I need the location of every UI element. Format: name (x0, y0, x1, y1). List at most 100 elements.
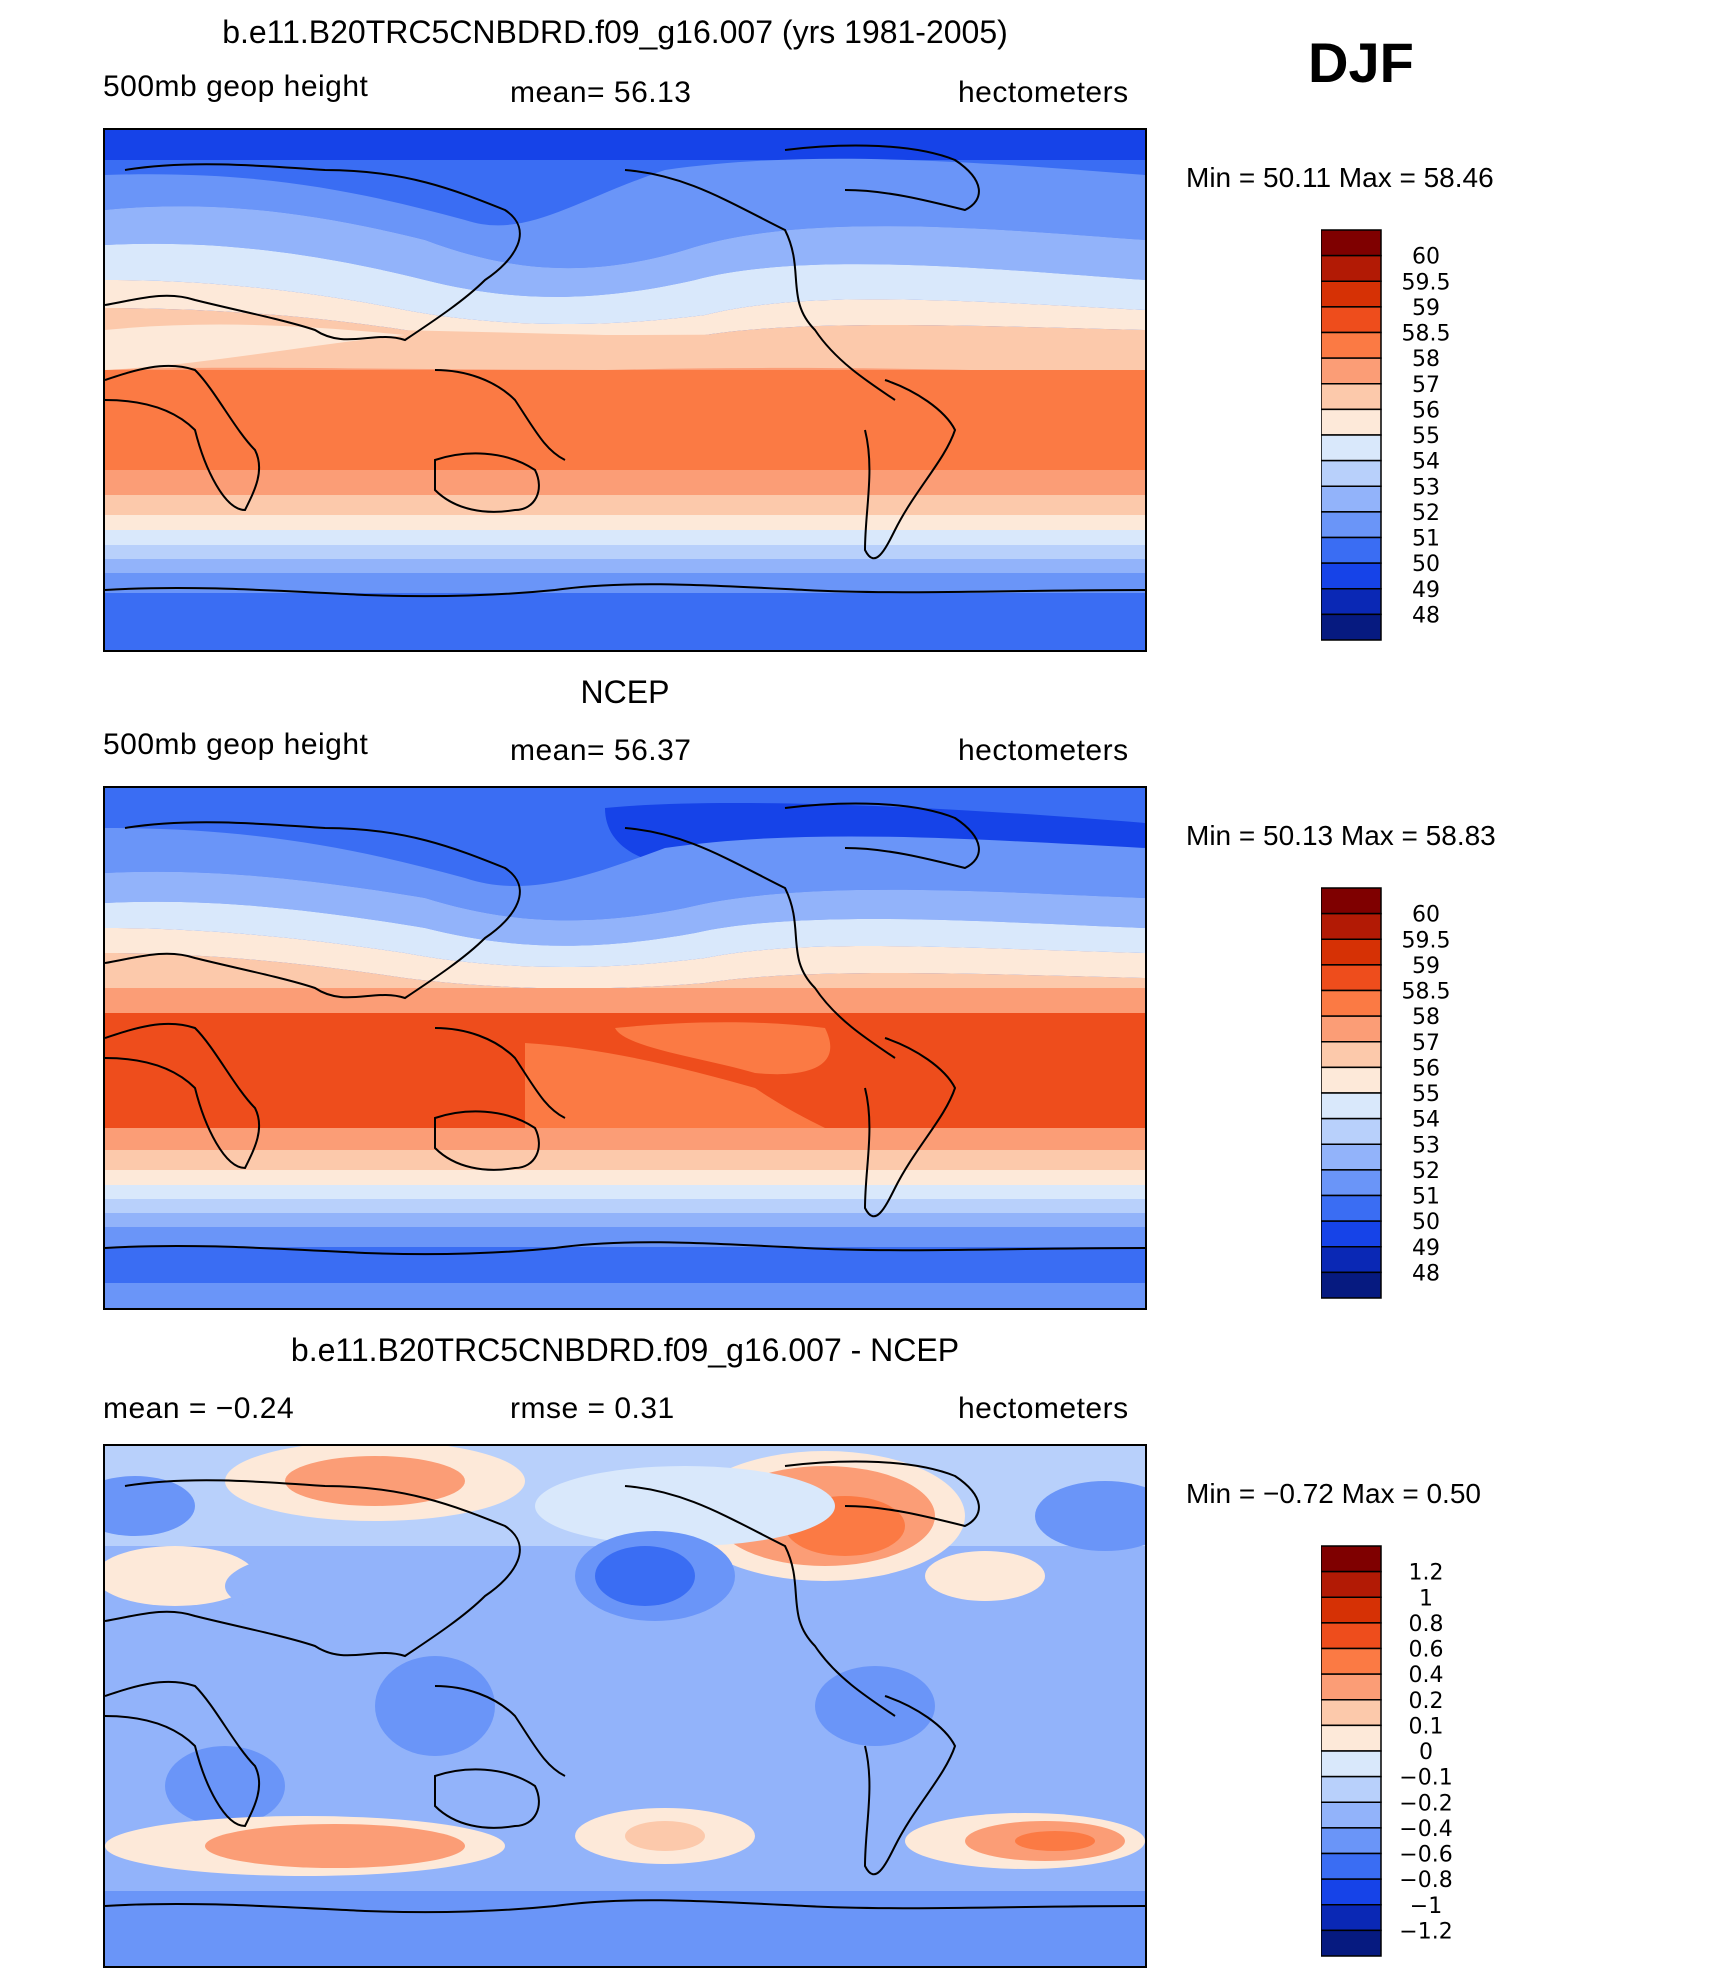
panel-1-band-s7 (105, 573, 1145, 593)
panel-1-band-s3 (105, 515, 1145, 530)
colorbar-1-swatch-11 (1321, 511, 1382, 539)
colorbar-3-label-13: −1 (1410, 1894, 1442, 1919)
panel-1-map (103, 128, 1147, 652)
colorbar-1-swatch-7 (1321, 408, 1382, 436)
panel-1-band-s8 (105, 593, 1145, 650)
panel-2-min-max: Min = 50.13 Max = 58.83 (1186, 820, 1496, 851)
panel-3-left-label: mean = −0.24 (103, 1392, 295, 1425)
panel-3-center-label: rmse = 0.31 (510, 1392, 675, 1425)
panel-1-min-max: Min = 50.11 Max = 58.46 (1186, 162, 1494, 193)
colorbar-1-swatch-6 (1321, 383, 1382, 411)
colorbar-3-swatch-3 (1321, 1622, 1382, 1650)
colorbar-2-swatch-13 (1321, 1220, 1382, 1248)
panel-2-band-epac-a (615, 1022, 831, 1075)
colorbar-1-swatch-8 (1321, 434, 1382, 462)
panel-1-band-north-pole (105, 130, 1145, 160)
colorbar-2-label-14: 48 (1412, 1261, 1440, 1286)
panel-1-band-s2 (105, 495, 1145, 515)
colorbar-3-swatch-7 (1321, 1724, 1382, 1752)
colorbar-1-label-6: 56 (1412, 398, 1440, 423)
colorbar-1-label-4: 58 (1412, 347, 1440, 372)
colorbar-1-label-14: 48 (1412, 603, 1440, 628)
colorbar-1-swatch-14 (1321, 588, 1382, 616)
colorbar-2-label-3: 58.5 (1402, 980, 1451, 1005)
colorbar-2-label-8: 54 (1412, 1108, 1440, 1133)
colorbar-2-label-6: 56 (1412, 1056, 1440, 1081)
panel-2-band-s3 (105, 1170, 1145, 1185)
panel-3-blob-asia-c (225, 1546, 525, 1626)
colorbar-1-label-8: 54 (1412, 450, 1440, 475)
panel-3-blob-nw (535, 1466, 835, 1546)
panel-1-band-n1 (105, 158, 1145, 269)
panel-2-band-n2 (105, 871, 1145, 946)
panel-2-title: NCEP (580, 674, 670, 710)
panel-3-map (103, 1444, 1147, 1968)
colorbar-1-label-3: 58.5 (1402, 322, 1451, 347)
colorbar-1-label-13: 49 (1412, 578, 1440, 603)
colorbar-3-swatch-1 (1321, 1570, 1382, 1598)
panel-2-coastlines (105, 802, 1145, 1256)
colorbar-3-swatch-6 (1321, 1699, 1382, 1727)
colorbar-3-label-0: 1.2 (1409, 1561, 1444, 1586)
colorbar-3-swatch-14 (1321, 1904, 1382, 1932)
panel-1-band-n3 (105, 243, 1145, 325)
colorbar-1-swatch-1 (1321, 254, 1382, 282)
panel-1-coastlines (105, 144, 1145, 598)
colorbar-3-label-8: −0.1 (1399, 1766, 1452, 1791)
colorbar-2-label-4: 58 (1412, 1005, 1440, 1030)
colorbar-2-label-10: 52 (1412, 1159, 1440, 1184)
panel-1-band-n4 (105, 280, 1145, 342)
panel-2-band-n3 (105, 901, 1145, 968)
colorbar-1-swatch-13 (1321, 562, 1382, 590)
panel-3-title: b.e11.B20TRC5CNBDRD.f09_g16.007 - NCEP (290, 1332, 960, 1368)
colorbar-3-label-5: 0.2 (1409, 1689, 1444, 1714)
panel-2-right-label: hectometers (958, 734, 1129, 767)
colorbar-1-label-9: 53 (1412, 475, 1440, 500)
panel-2-band-n4 (105, 928, 1145, 989)
colorbar-2-swatch-14 (1321, 1246, 1382, 1274)
panel-1-right-label: hectometers (958, 76, 1129, 109)
colorbar-3-swatch-8 (1321, 1750, 1382, 1778)
season-label: DJF (1308, 31, 1414, 94)
panel-2-band-s5 (105, 1199, 1145, 1213)
colorbar-3-label-1: 1 (1419, 1586, 1433, 1611)
colorbar-3-swatch-11 (1321, 1827, 1382, 1855)
panel-3-colorbar-svg: 1.210.80.60.40.20.10−0.1−0.2−0.4−0.6−0.8… (1321, 1545, 1453, 1957)
panel-3-coastlines (105, 1460, 1145, 1914)
panel-1-band-tropics (105, 370, 1145, 470)
panel-2-colorbar: 60 59.5 59 58.5 58 57 56 55 54 53 52 51 50 49 48 (1321, 886, 1521, 1306)
colorbar-3-label-7: 0 (1419, 1740, 1433, 1765)
colorbar-2-label-13: 49 (1412, 1236, 1440, 1261)
panel-3-blob-asia-b (285, 1456, 465, 1506)
colorbar-2-label-1: 59.5 (1402, 928, 1451, 953)
panel-1-colorbar: 60 59.5 59 58.5 58 57 56 55 54 53 52 51 50 49 48 (1321, 228, 1521, 648)
panel-1-band-s4 (105, 530, 1145, 545)
panel-3-blob-npac-b (595, 1546, 695, 1606)
panel-2-map (103, 786, 1147, 1310)
panel-3-colorbar: 1.2 1 0.8 0.6 0.4 0.2 0.1 0 −0.1 −0.2 −0.4 −0.6 −0.8… (1321, 1544, 1521, 1964)
panel-1-center-label: mean= 56.13 (510, 76, 692, 109)
colorbar-1-swatch-2 (1321, 280, 1382, 308)
colorbar-3-label-3: 0.6 (1409, 1638, 1444, 1663)
colorbar-2-label-2: 59 (1412, 954, 1440, 979)
colorbar-3-swatch-5 (1321, 1673, 1382, 1701)
panel-1-band-s6 (105, 559, 1145, 573)
panel-2-band-s7 (105, 1227, 1145, 1247)
panel-3-blob-sind-b (205, 1824, 465, 1868)
colorbar-2-swatch-6 (1321, 1041, 1382, 1069)
colorbar-2-swatch-11 (1321, 1169, 1382, 1197)
panel-3-band-south (105, 1891, 1145, 1966)
colorbar-2-swatch-3 (1321, 964, 1382, 992)
colorbar-2-label-12: 50 (1412, 1210, 1440, 1235)
panel-3-blob-spac-b (625, 1821, 705, 1851)
colorbar-2-swatch-9 (1321, 1117, 1382, 1145)
panel-3-blob-atl (925, 1551, 1045, 1601)
panel-1-band-s1 (105, 470, 1145, 495)
panel-3-blob-nw-edge (105, 1476, 195, 1536)
panel-2-center-label: mean= 56.37 (510, 734, 692, 767)
panel-2-band-s2 (105, 1150, 1145, 1170)
panel-2-band-s1 (105, 1128, 1145, 1150)
colorbar-1-label-10: 52 (1412, 501, 1440, 526)
